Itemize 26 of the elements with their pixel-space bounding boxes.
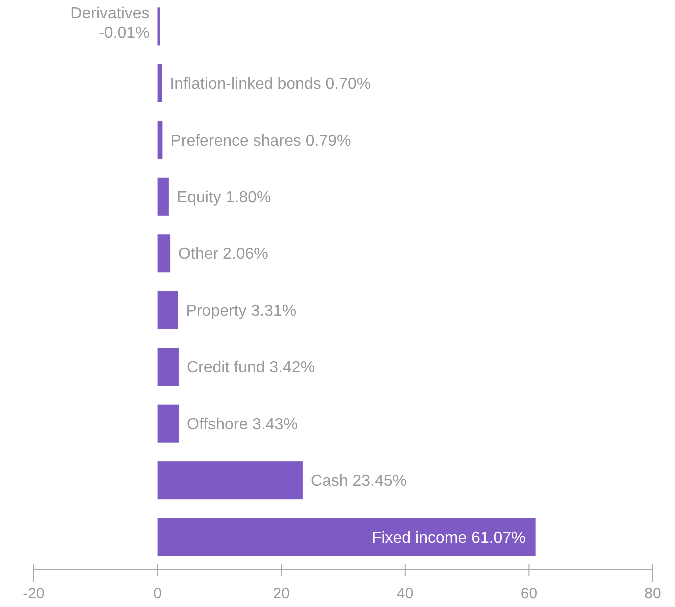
category-label: Credit fund 3.42%	[186, 360, 316, 377]
category-label: Fixed income 61.07%	[372, 530, 526, 547]
x-tick-label: 80	[644, 586, 662, 602]
category-label: Offshore 3.43%	[187, 416, 298, 434]
bar	[158, 404, 180, 443]
bar	[158, 234, 171, 273]
x-tick-label: 0	[154, 586, 162, 602]
x-tick-label: 40	[397, 586, 414, 602]
y-tick-label: Derivatives	[70, 6, 150, 23]
category-label: Inflation-linked bonds 0.70%	[170, 76, 372, 94]
x-tick-label: -20	[23, 586, 45, 602]
category-label: Property 3.31%	[186, 302, 297, 320]
bar	[158, 178, 169, 216]
x-tick-label: 60	[520, 586, 538, 602]
bar	[158, 121, 163, 160]
category-label: Preference shares 0.79%	[170, 132, 352, 150]
category-label: Other 2.06%	[178, 246, 268, 264]
bar	[158, 462, 303, 500]
bar	[158, 348, 179, 386]
bar	[158, 518, 536, 556]
bar	[158, 291, 178, 330]
x-tick-label: 20	[273, 586, 290, 602]
category-label: Equity 1.80%	[176, 189, 272, 206]
bar	[158, 64, 162, 102]
data-label: -0.01%	[99, 24, 150, 42]
category-label: Cash 23.45%	[310, 473, 408, 490]
